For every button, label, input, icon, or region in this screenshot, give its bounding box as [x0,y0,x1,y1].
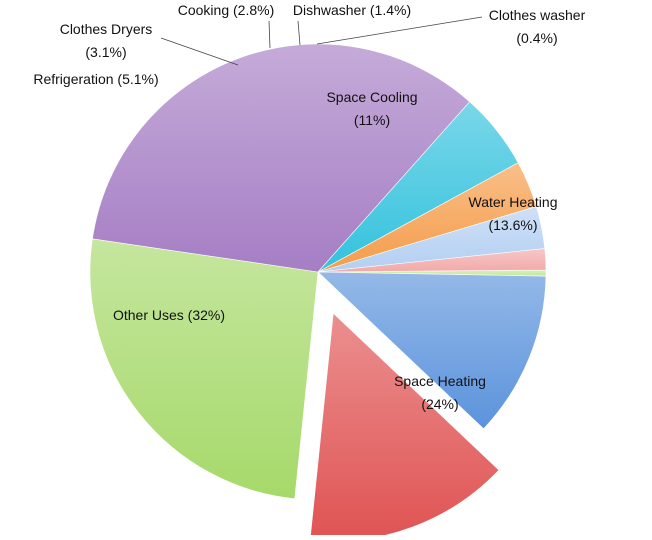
labels-layer: Clothes washer (0.4%) Space Cooling (11%) Wa… [33,2,585,412]
slice-label-other-uses: Other Uses (32%) [113,307,225,323]
pie-slice-water-heating [309,312,500,540]
slice-label-space-heating: Space Heating (24%) [394,373,486,412]
slice-label-refrigeration: Refrigeration (5.1%) [33,71,158,87]
pie-slice-dishwasher [317,248,547,273]
slice-label-dishwasher: Dishwasher (1.4%) [293,2,411,18]
leader-line-cooking [268,20,271,49]
slice-label-clothes-washer: Clothes washer (0.4%) [489,7,586,46]
leader-line-clothes-washer [316,16,483,45]
slice-label-space-cooling: Space Cooling (11%) [326,89,417,128]
leader-line-dishwasher [297,20,301,46]
pie-slice-other-uses [92,43,471,273]
slice-label-water-heating: Water Heating (13.6%) [469,194,558,233]
leader-line-clothes-dryers [160,37,239,66]
slice-label-cooking: Cooking (2.8%) [178,2,275,18]
leader-lines-layer [160,16,483,66]
pie-slice-space-cooling [317,271,547,430]
pie-slice-space-heating [89,238,319,500]
slice-label-clothes-dryers: Clothes Dryers (3.1%) [60,21,153,60]
slices-layer [89,43,547,540]
